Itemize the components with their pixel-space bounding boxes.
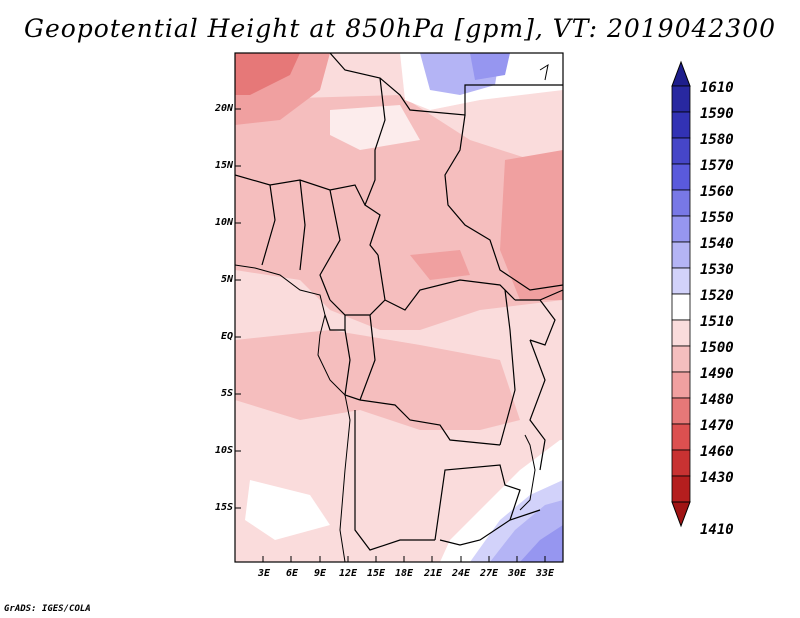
colorbar-segment xyxy=(671,423,691,451)
colorbar-segment xyxy=(671,267,691,295)
grads-credit: GrADS: IGES/COLA xyxy=(4,604,91,614)
colorbar-label: 1530 xyxy=(700,262,734,278)
lat-label: 5S xyxy=(220,388,233,399)
colorbar-segment xyxy=(671,189,691,217)
colorbar xyxy=(671,60,691,528)
colorbar-label: 1580 xyxy=(700,132,734,148)
country-borders xyxy=(235,53,563,551)
colorbar-label: 1520 xyxy=(700,288,734,304)
colorbar-label: 1610 xyxy=(700,80,734,96)
lat-label: 10N xyxy=(214,217,233,228)
lon-label: 24E xyxy=(451,568,471,579)
lon-label: 12E xyxy=(338,568,358,579)
colorbar-label: 1480 xyxy=(700,392,734,408)
colorbar-segment xyxy=(671,449,691,477)
colorbar-segment xyxy=(671,345,691,373)
lon-label: 9E xyxy=(313,568,327,579)
colorbar-label: 1430 xyxy=(700,470,734,486)
map-title: Geopotential Height at 850hPa [gpm], VT:… xyxy=(23,14,777,43)
colorbar-top-arrow xyxy=(671,60,691,87)
lon-label: 3E xyxy=(257,568,271,579)
colorbar-segment xyxy=(671,85,691,113)
colorbar-segment xyxy=(671,293,691,321)
colorbar-segment xyxy=(671,397,691,425)
colorbar-label: 1540 xyxy=(700,236,734,252)
colorbar-segment xyxy=(671,475,691,503)
lat-label: EQ xyxy=(220,331,233,342)
lat-label: 10S xyxy=(214,445,233,456)
colorbar-segment xyxy=(671,371,691,399)
coastline xyxy=(235,63,549,562)
lon-label: 21E xyxy=(423,568,443,579)
map-frame xyxy=(234,52,564,563)
lat-label: 15N xyxy=(214,160,233,171)
heatmap-field xyxy=(235,53,563,562)
colorbar-segment xyxy=(671,137,691,165)
colorbar-label: 1590 xyxy=(700,106,734,122)
colorbar-label: 1500 xyxy=(700,340,734,356)
lon-label: 30E xyxy=(507,568,527,579)
colorbar-label: 1470 xyxy=(700,418,734,434)
colorbar-bottom-arrow xyxy=(671,501,691,528)
lon-label: 33E xyxy=(535,568,555,579)
colorbar-label: 1560 xyxy=(700,184,734,200)
lon-label: 18E xyxy=(394,568,414,579)
colorbar-label: 1490 xyxy=(700,366,734,382)
colorbar-segment xyxy=(671,111,691,139)
colorbar-segment xyxy=(671,163,691,191)
lon-label: 6E xyxy=(285,568,299,579)
colorbar-label: 1460 xyxy=(700,444,734,460)
axis-ticks xyxy=(235,108,546,562)
lat-label: 5N xyxy=(220,274,233,285)
colorbar-label: 1570 xyxy=(700,158,734,174)
colorbar-segment xyxy=(671,215,691,243)
lat-label: 15S xyxy=(214,502,233,513)
colorbar-segment xyxy=(671,241,691,269)
colorbar-label: 1410 xyxy=(700,522,734,538)
lon-label: 27E xyxy=(479,568,499,579)
lon-label: 15E xyxy=(366,568,386,579)
lat-label: 20N xyxy=(214,103,233,114)
colorbar-label: 1550 xyxy=(700,210,734,226)
colorbar-label: 1510 xyxy=(700,314,734,330)
colorbar-segment xyxy=(671,319,691,347)
